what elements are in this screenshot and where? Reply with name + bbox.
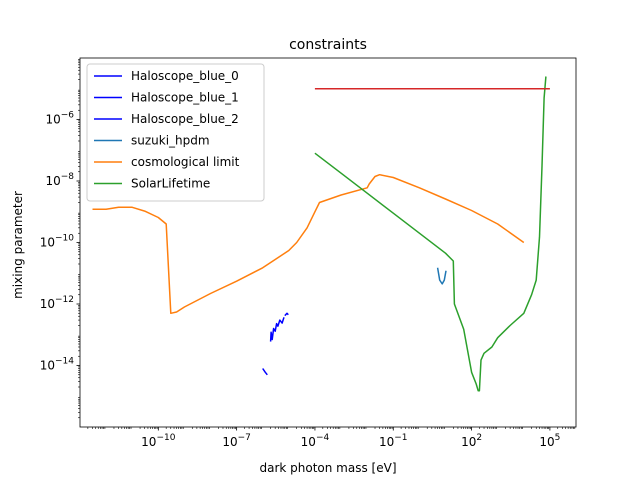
x-tick-label-exponent: 2 bbox=[476, 433, 482, 443]
legend-entry: Haloscope_blue_1 bbox=[131, 91, 239, 105]
y-tick-label: 10−12 bbox=[40, 295, 74, 311]
legend: Haloscope_blue_0 Haloscope_blue_1 Haloscop… bbox=[86, 63, 265, 202]
legend-entry: Haloscope_blue_2 bbox=[131, 112, 239, 126]
x-tick-label-exponent: −4 bbox=[316, 433, 330, 443]
x-tick-label-exponent: 5 bbox=[555, 433, 561, 443]
y-tick-label: 10−6 bbox=[45, 111, 74, 127]
x-tick-label-base: 10 bbox=[141, 435, 156, 449]
legend-entry: cosmological limit bbox=[131, 155, 240, 169]
x-tick-label: 10−7 bbox=[222, 433, 251, 449]
y-tick-label-base: 10 bbox=[40, 297, 55, 311]
y-tick-label-base: 10 bbox=[45, 174, 60, 188]
x-tick-label-base: 10 bbox=[379, 435, 394, 449]
x-tick-label: 10−1 bbox=[379, 433, 408, 449]
y-tick-label-exponent: −14 bbox=[55, 357, 74, 367]
x-tick-label-exponent: −1 bbox=[394, 433, 407, 443]
legend-frame bbox=[86, 63, 265, 202]
legend-entry: Haloscope_blue_0 bbox=[131, 69, 239, 83]
y-tick-label-exponent: −10 bbox=[55, 234, 74, 244]
x-tick-label-exponent: −10 bbox=[156, 433, 175, 443]
x-tick-label-base: 10 bbox=[461, 435, 476, 449]
x-tick-label-exponent: −7 bbox=[238, 433, 251, 443]
y-tick-label-base: 10 bbox=[40, 359, 55, 373]
y-tick-label-base: 10 bbox=[40, 236, 55, 250]
x-tick-label: 10−10 bbox=[141, 433, 176, 449]
x-tick-label: 102 bbox=[461, 433, 482, 449]
y-tick-label: 10−10 bbox=[40, 234, 75, 250]
y-tick-label-exponent: −8 bbox=[61, 172, 75, 182]
series-line-solarlifetime bbox=[314, 76, 547, 392]
series-line-haloscope-blue-1 bbox=[269, 317, 285, 342]
x-axis: 10−10 10−7 10−4 10−1 102 105 bbox=[87, 427, 576, 449]
y-tick-label: 10−14 bbox=[40, 357, 75, 373]
x-tick-label-base: 10 bbox=[539, 435, 554, 449]
series-line-haloscope-blue-2 bbox=[284, 312, 289, 317]
y-axis-label: mixing parameter bbox=[11, 191, 25, 299]
series-line-cosmological-limit bbox=[92, 173, 525, 315]
x-axis-label: dark photon mass [eV] bbox=[259, 461, 396, 475]
y-tick-label: 10−8 bbox=[45, 172, 74, 188]
series-line-suzuki-hpdm bbox=[436, 267, 447, 285]
x-tick-label: 105 bbox=[539, 433, 560, 449]
y-tick-label-exponent: −12 bbox=[55, 295, 74, 305]
legend-entry: suzuki_hpdm bbox=[131, 134, 210, 148]
legend-entry: SolarLifetime bbox=[131, 177, 210, 191]
series-line-haloscope-blue-0 bbox=[262, 368, 268, 376]
x-tick-label: 10−4 bbox=[301, 433, 330, 449]
x-tick-label-base: 10 bbox=[301, 435, 316, 449]
y-tick-label-exponent: −6 bbox=[61, 111, 75, 121]
y-tick-label-base: 10 bbox=[45, 113, 60, 127]
chart-title: constraints bbox=[289, 37, 367, 53]
x-tick-label-base: 10 bbox=[222, 435, 237, 449]
